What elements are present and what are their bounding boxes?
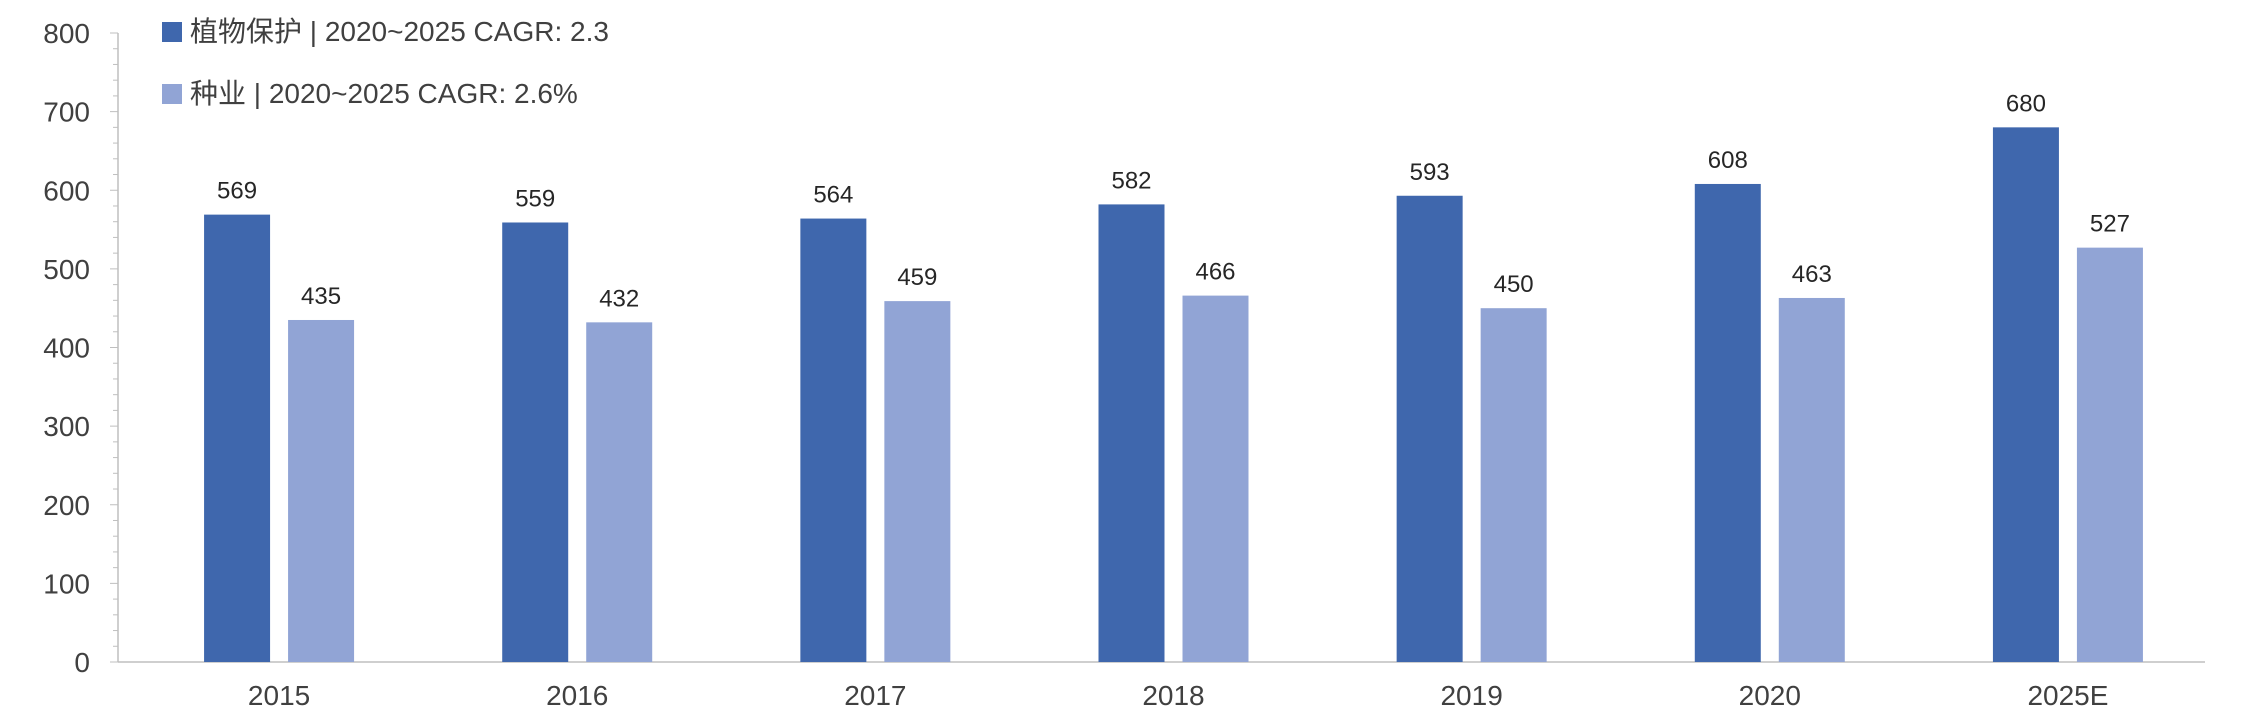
legend-swatch-plant-protection [162, 22, 182, 42]
legend-label: 植物保护 | 2020~2025 CAGR: 2.3 [190, 16, 609, 47]
x-tick-label: 2017 [844, 680, 906, 711]
bar-plant-protection-2017 [800, 218, 867, 662]
data-label: 593 [1410, 159, 1450, 186]
data-label: 527 [2090, 211, 2130, 238]
x-tick-label: 2016 [546, 680, 608, 711]
bar-plant-protection-2018 [1098, 204, 1165, 662]
data-label: 680 [2006, 90, 2046, 117]
legend: 植物保护 | 2020~2025 CAGR: 2.3 种业 | 2020~2025… [162, 16, 609, 109]
y-tick-label: 600 [43, 175, 90, 206]
data-label: 450 [1494, 271, 1534, 298]
y-tick-label: 700 [43, 97, 90, 128]
bars [204, 127, 2143, 663]
legend-label: 种业 | 2020~2025 CAGR: 2.6% [190, 78, 578, 109]
y-tick-label: 500 [43, 254, 90, 285]
x-tick-label: 2015 [248, 680, 310, 711]
data-label: 463 [1792, 261, 1832, 288]
y-tick-label: 200 [43, 490, 90, 521]
bar-seed-2020 [1778, 297, 1845, 662]
x-tick-label: 2019 [1440, 680, 1502, 711]
y-tick-label: 400 [43, 333, 90, 364]
y-tick-label: 0 [74, 647, 90, 678]
bar-plant-protection-2016 [502, 222, 569, 662]
bar-plant-protection-2025E [1992, 127, 2059, 663]
bar-seed-2015 [288, 319, 355, 662]
legend-swatch-seed [162, 84, 182, 104]
data-label: 582 [1111, 167, 1151, 194]
bar-seed-2018 [1182, 295, 1249, 662]
bar-seed-2017 [884, 301, 951, 662]
bar-plant-protection-2015 [204, 214, 271, 662]
data-label: 466 [1195, 259, 1235, 286]
axes: 0 100 200 300 400 500 600 700 800 2015 2016 2017 201… [43, 18, 2205, 711]
data-label: 435 [301, 283, 341, 310]
data-label: 564 [813, 182, 853, 209]
data-label: 432 [599, 285, 639, 312]
data-label: 559 [515, 185, 555, 212]
bar-seed-2019 [1480, 308, 1547, 662]
data-label: 569 [217, 178, 257, 205]
bar-seed-2016 [586, 322, 653, 662]
bar-seed-2025E [2076, 247, 2143, 663]
x-tick-label: 2025E [2027, 680, 2108, 711]
data-label: 459 [897, 264, 937, 291]
y-tick-label: 800 [43, 18, 90, 49]
data-label: 608 [1708, 147, 1748, 174]
x-tick-label: 2018 [1142, 680, 1204, 711]
data-labels: 569 435 559 432 564 459 582 466 593 450 608 463 680 5… [217, 90, 2130, 312]
bar-plant-protection-2019 [1396, 195, 1463, 662]
y-tick-label: 100 [43, 568, 90, 599]
x-tick-label: 2020 [1739, 680, 1801, 711]
y-tick-label: 300 [43, 411, 90, 442]
bar-plant-protection-2020 [1694, 183, 1761, 662]
